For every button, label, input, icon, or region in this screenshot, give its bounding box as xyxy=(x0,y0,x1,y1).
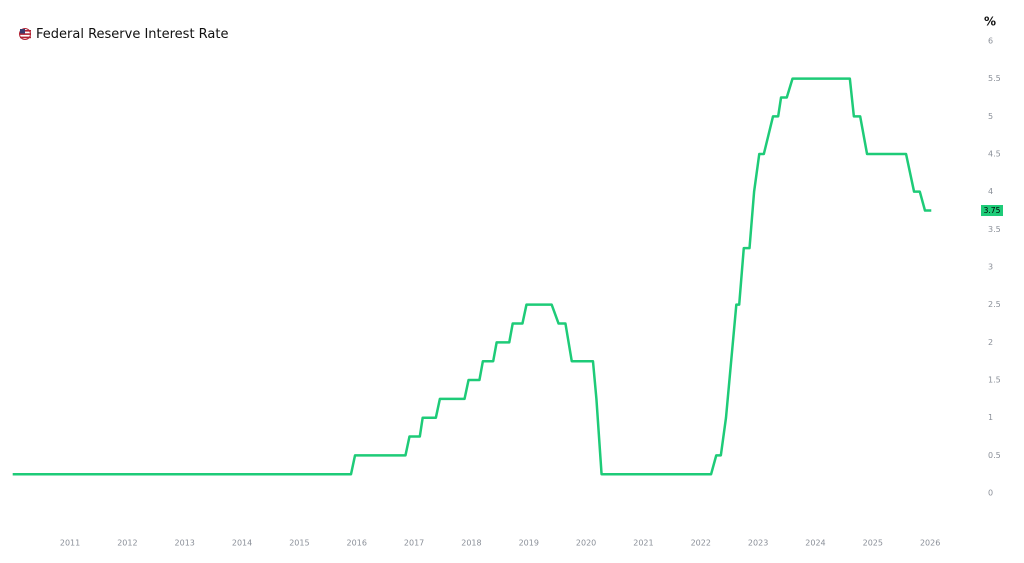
y-tick-label: 0.5 xyxy=(988,451,1001,460)
x-tick-label: 2022 xyxy=(691,539,711,548)
chart-title: Federal Reserve Interest Rate xyxy=(36,27,229,42)
x-tick-label: 2021 xyxy=(633,539,653,548)
x-tick-label: 2012 xyxy=(117,539,137,548)
x-tick-label: 2018 xyxy=(461,539,481,548)
x-tick-label: 2017 xyxy=(404,539,424,548)
x-tick-label: 2019 xyxy=(519,539,539,548)
x-tick-label: 2026 xyxy=(920,539,940,548)
y-tick-label: 4 xyxy=(988,187,993,196)
y-tick-label: 2.5 xyxy=(988,300,1001,309)
x-tick-label: 2015 xyxy=(289,539,309,548)
y-tick-label: 1.5 xyxy=(988,376,1001,385)
y-tick-label: 3 xyxy=(988,263,993,272)
y-tick-label: 5 xyxy=(988,112,993,121)
y-tick-label: 5.5 xyxy=(988,74,1001,83)
last-value-badge xyxy=(981,205,1003,217)
x-tick-label: 2020 xyxy=(576,539,596,548)
x-tick-label: 2013 xyxy=(175,539,195,548)
x-tick-label: 2023 xyxy=(748,539,768,548)
x-tick-label: 2011 xyxy=(60,539,80,548)
y-tick-label: 2 xyxy=(988,338,993,347)
x-tick-label: 2024 xyxy=(805,539,825,548)
flag-icon xyxy=(19,28,31,40)
x-tick-label: 2016 xyxy=(347,539,367,548)
x-tick-label: 2014 xyxy=(232,539,252,548)
y-tick-label: 1 xyxy=(988,413,993,422)
y-tick-label: 3.5 xyxy=(988,225,1001,234)
line xyxy=(12,77,932,476)
y-tick-label: 6 xyxy=(988,37,993,46)
x-tick-label: 2025 xyxy=(863,539,883,548)
last-value-label: 3.75 xyxy=(984,206,1001,215)
y-axis-label: % xyxy=(984,15,996,29)
y-tick-label: 4.5 xyxy=(988,150,1001,159)
y-tick-label: 0 xyxy=(988,489,993,498)
